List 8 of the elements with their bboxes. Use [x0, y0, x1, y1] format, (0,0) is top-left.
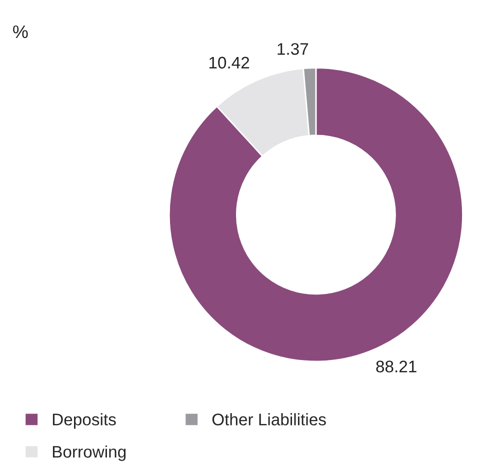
data-label: 1.37: [278, 43, 308, 55]
data-label: 10.42: [209, 56, 250, 69]
legend-label: Other Liabilities: [212, 413, 326, 426]
legend-label: Deposits: [52, 413, 116, 429]
chart-subtitle: %: [13, 25, 28, 38]
legend-label: Borrowing: [52, 445, 126, 461]
data-label: 88.21: [376, 360, 416, 372]
donut-slice: [168, 67, 464, 362]
